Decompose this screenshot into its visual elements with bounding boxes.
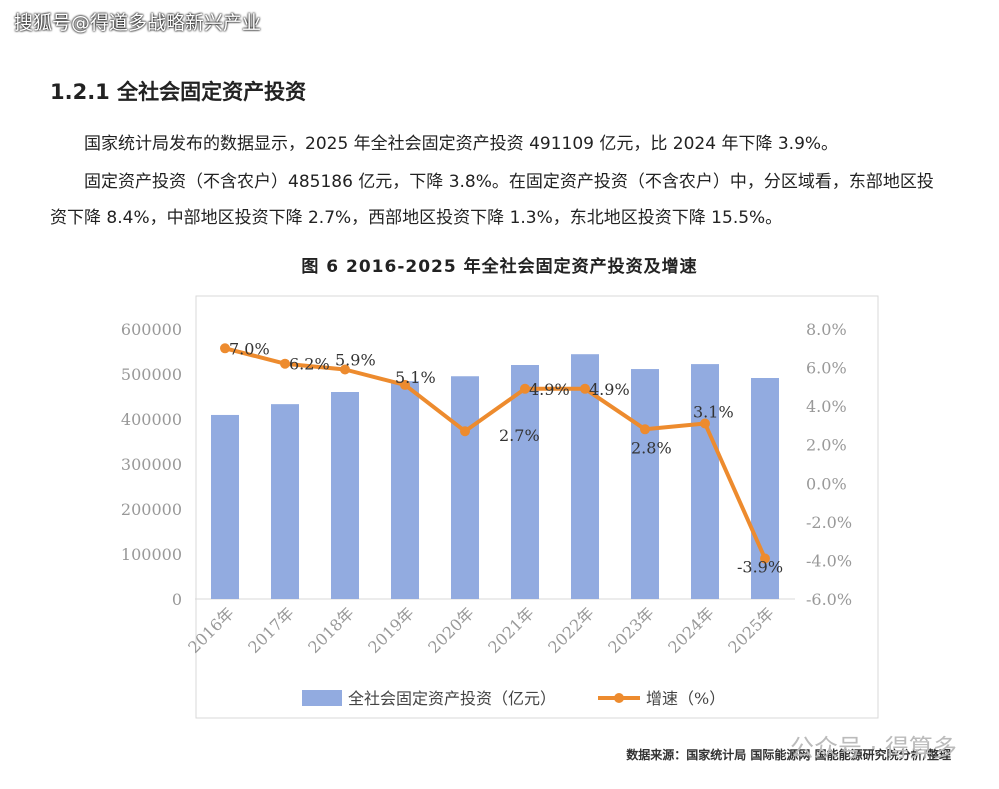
y-tick-label: 600000 — [121, 320, 182, 339]
data-label: 2.7% — [499, 426, 540, 445]
y2-tick-label: 6.0% — [806, 359, 847, 378]
growth-point — [460, 426, 470, 437]
x-tick-label: 2019年 — [364, 603, 418, 657]
legend-marker — [614, 693, 624, 703]
bar — [451, 376, 479, 599]
data-label: 6.2% — [289, 355, 330, 374]
heading: 1.2.1 全社会固定资产投资 — [50, 80, 307, 104]
growth-point — [220, 343, 230, 354]
data-label: 5.9% — [335, 351, 376, 370]
watermark: 搜狐号@得道多战略新兴产业 — [14, 12, 262, 34]
bar — [331, 392, 359, 599]
growth-point — [280, 358, 290, 369]
y2-tick-label: 0.0% — [806, 474, 847, 493]
x-tick-label: 2017年 — [244, 603, 298, 657]
data-label: 4.9% — [589, 380, 630, 399]
watermark: 公众号 · 得算多 — [790, 734, 957, 762]
bar — [211, 414, 239, 599]
growth-point — [580, 383, 590, 394]
x-tick-label: 2018年 — [304, 603, 358, 657]
data-label: 5.1% — [395, 368, 436, 387]
x-tick-label: 2025年 — [724, 603, 778, 657]
bar — [691, 364, 719, 599]
y2-tick-label: 4.0% — [806, 397, 847, 416]
y-tick-label: 400000 — [121, 410, 182, 429]
data-label: -3.9% — [737, 558, 783, 577]
y2-tick-label: 8.0% — [806, 320, 847, 339]
figure-caption: 图 6 2016-2025 年全社会固定资产投资及增速 — [301, 257, 698, 277]
growth-point — [400, 379, 410, 390]
x-tick-label: 2024年 — [664, 603, 718, 657]
legend-label: 全社会固定资产投资（亿元） — [348, 689, 556, 708]
x-tick-label: 2021年 — [484, 603, 538, 657]
growth-point — [700, 418, 710, 429]
data-label: 4.9% — [529, 380, 570, 399]
y2-tick-label: -2.0% — [806, 513, 852, 532]
bar — [631, 369, 659, 599]
data-label: 3.1% — [693, 403, 734, 422]
bar — [391, 381, 419, 599]
y2-tick-label: -6.0% — [806, 590, 852, 609]
y-tick-label: 0 — [172, 590, 182, 609]
y-tick-label: 200000 — [121, 500, 182, 519]
source: 数据来源：国家统计局 国际能源网 国能能源研究院分析/整理 — [626, 748, 951, 762]
chart-frame — [195, 295, 879, 719]
bar — [511, 365, 539, 599]
y-tick-label: 100000 — [121, 545, 182, 564]
x-tick-label: 2020年 — [424, 603, 478, 657]
legend-label: 增速（%） — [646, 689, 725, 708]
growth-line — [224, 346, 767, 560]
growth-point — [520, 383, 530, 394]
x-tick-label: 2022年 — [544, 603, 598, 657]
y2-tick-label: -4.0% — [806, 551, 852, 570]
legend-swatch — [302, 690, 342, 706]
data-label: 2.8% — [631, 438, 672, 457]
x-tick-label: 2016年 — [184, 603, 238, 657]
y-tick-label: 300000 — [121, 455, 182, 474]
bar — [271, 404, 299, 599]
y2-tick-label: 2.0% — [806, 436, 847, 455]
paragraph: 国家统计局发布的数据显示，2025 年全社会固定资产投资 491109 亿元，比… — [84, 134, 839, 154]
data-label: 7.0% — [229, 339, 270, 358]
y-tick-label: 500000 — [121, 365, 182, 384]
growth-point — [640, 424, 650, 435]
growth-point — [760, 553, 770, 564]
x-tick-label: 2023年 — [604, 603, 658, 657]
paragraph: 固定资产投资（不含农户）485186 亿元，下降 3.8%。在固定资产投资（不含… — [50, 172, 934, 228]
growth-point — [340, 364, 350, 375]
